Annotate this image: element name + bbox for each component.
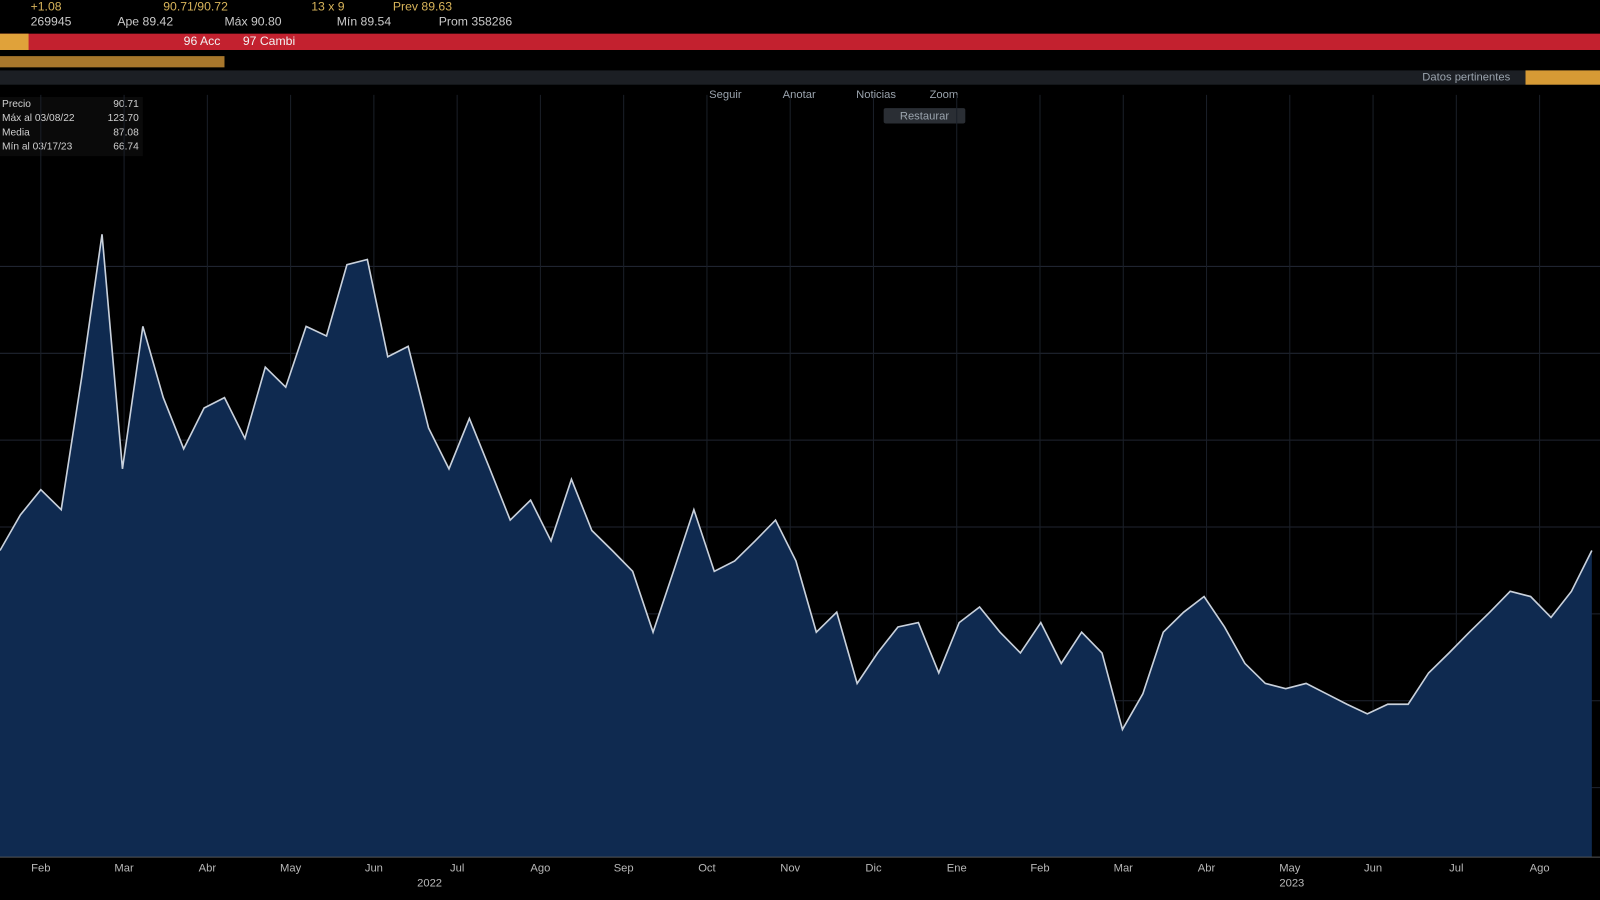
x-tick-label: Dic bbox=[865, 862, 882, 874]
x-tick-label: Jul bbox=[1449, 862, 1463, 874]
legend-value: 66.74 bbox=[113, 142, 139, 153]
x-tick-label: Sep bbox=[614, 862, 634, 874]
related-data[interactable]: Datos pertinentes bbox=[1422, 72, 1510, 84]
x-tick-label: Abr bbox=[199, 862, 217, 874]
x-tick-label: Mar bbox=[1114, 862, 1134, 874]
x-tick-label: Ago bbox=[530, 862, 550, 874]
x-tick-label: May bbox=[280, 862, 302, 874]
tool-button[interactable]: Zoom bbox=[930, 89, 959, 101]
quote-field: Máx 90.80 bbox=[224, 15, 281, 29]
legend-label: Máx al 03/08/22 bbox=[2, 113, 75, 124]
year-label: 2023 bbox=[1279, 878, 1304, 890]
x-tick-label: Jul bbox=[450, 862, 464, 874]
menu-item[interactable]: 97 Cambi bbox=[243, 34, 295, 48]
quote-field: 13 x 9 bbox=[311, 0, 345, 13]
tool-button[interactable]: Anotar bbox=[783, 89, 816, 101]
area-fill bbox=[0, 234, 1592, 858]
x-tick-label: Ago bbox=[1530, 862, 1550, 874]
quote-field: 269945 bbox=[31, 15, 72, 29]
price-line bbox=[0, 234, 1593, 732]
menu-bar bbox=[0, 33, 1600, 50]
toolbar bbox=[0, 70, 1600, 85]
year-label: 2022 bbox=[417, 878, 442, 890]
x-tick-label: Feb bbox=[1030, 862, 1049, 874]
quote-field: Mín 89.54 bbox=[337, 15, 392, 29]
x-tick-label: Ene bbox=[947, 862, 967, 874]
legend-value: 87.08 bbox=[113, 127, 139, 138]
toolbar-button[interactable] bbox=[1525, 70, 1600, 85]
restore-label[interactable]: Restaurar bbox=[900, 110, 950, 122]
legend-value: 123.70 bbox=[108, 113, 139, 124]
legend-box bbox=[0, 96, 143, 157]
x-tick-label: Oct bbox=[698, 862, 716, 874]
legend-value: 90.71 bbox=[113, 99, 139, 110]
legend-label: Precio bbox=[2, 99, 31, 110]
menu-item[interactable]: 96 Acc bbox=[184, 34, 221, 48]
x-tick-label: May bbox=[1279, 862, 1301, 874]
quote-field: +1.08 bbox=[31, 0, 62, 13]
menu-tab bbox=[0, 33, 29, 50]
tool-button[interactable]: Seguir bbox=[709, 89, 742, 101]
x-tick-label: Abr bbox=[1198, 862, 1216, 874]
x-tick-label: Jun bbox=[365, 862, 383, 874]
quote-field: Ape 89.42 bbox=[117, 15, 173, 29]
x-tick-label: Feb bbox=[31, 862, 50, 874]
tool-button[interactable]: Noticias bbox=[856, 89, 896, 101]
quote-field: Prom 358286 bbox=[439, 15, 513, 29]
legend-label: Mín al 03/17/23 bbox=[2, 142, 73, 153]
quote-field: 90.71/90.72 bbox=[163, 0, 228, 13]
x-tick-label: Jun bbox=[1364, 862, 1382, 874]
x-tick-label: Nov bbox=[780, 862, 800, 874]
x-tick-label: Mar bbox=[114, 862, 134, 874]
legend-label: Media bbox=[2, 127, 30, 138]
option-bar bbox=[0, 56, 225, 68]
restore-button[interactable] bbox=[883, 108, 966, 124]
quote-field: Prev 89.63 bbox=[393, 0, 452, 13]
